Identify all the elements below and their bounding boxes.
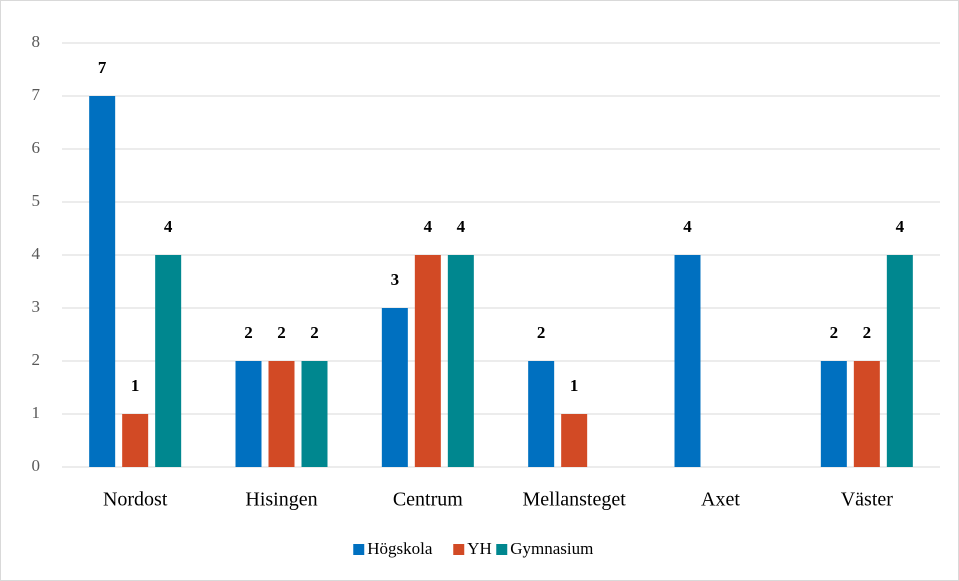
- x-tick-label: Nordost: [103, 489, 168, 511]
- bar: [561, 414, 588, 467]
- y-tick-label: 1: [32, 403, 41, 422]
- data-label: 2: [537, 323, 546, 342]
- bar: [122, 414, 149, 467]
- x-tick-label: Centrum: [393, 489, 463, 511]
- bar: [89, 96, 116, 467]
- bar: [853, 361, 880, 467]
- bar: [301, 361, 328, 467]
- bar: [155, 255, 182, 467]
- data-label: 4: [896, 217, 905, 236]
- bar: [528, 361, 555, 467]
- bar: [674, 255, 701, 467]
- legend-swatch: [496, 544, 508, 555]
- y-tick-label: 2: [32, 350, 41, 369]
- y-tick-label: 6: [32, 138, 41, 157]
- data-label: 2: [277, 323, 286, 342]
- x-tick-label: Väster: [841, 489, 894, 511]
- data-label: 2: [310, 323, 319, 342]
- bar: [820, 361, 847, 467]
- bar: [886, 255, 913, 467]
- x-tick-label: Axet: [701, 489, 740, 511]
- bar: [381, 308, 408, 467]
- data-label: 4: [424, 217, 433, 236]
- legend-label: Gymnasium: [510, 539, 593, 558]
- data-label: 1: [570, 376, 579, 395]
- y-tick-label: 4: [32, 244, 41, 263]
- data-label: 2: [830, 323, 839, 342]
- bar: [414, 255, 441, 467]
- data-label: 4: [164, 217, 173, 236]
- data-label: 4: [683, 217, 692, 236]
- y-tick-label: 3: [32, 297, 41, 316]
- data-label: 3: [391, 270, 400, 289]
- bar: [235, 361, 262, 467]
- bar: [447, 255, 474, 467]
- data-label: 2: [244, 323, 253, 342]
- legend-label: YH: [467, 539, 492, 558]
- legend-swatch: [453, 544, 465, 555]
- data-label: 2: [863, 323, 872, 342]
- legend-label: Högskola: [367, 539, 433, 558]
- x-tick-label: Mellansteget: [523, 489, 627, 511]
- data-label: 1: [131, 376, 140, 395]
- data-label: 4: [457, 217, 466, 236]
- data-label: 7: [98, 58, 107, 77]
- y-tick-label: 7: [32, 85, 41, 104]
- x-tick-label: Hisingen: [245, 489, 317, 511]
- y-tick-label: 8: [32, 32, 41, 51]
- bar: [268, 361, 295, 467]
- y-tick-label: 0: [32, 456, 41, 475]
- y-tick-label: 5: [32, 191, 41, 210]
- legend-swatch: [353, 544, 365, 555]
